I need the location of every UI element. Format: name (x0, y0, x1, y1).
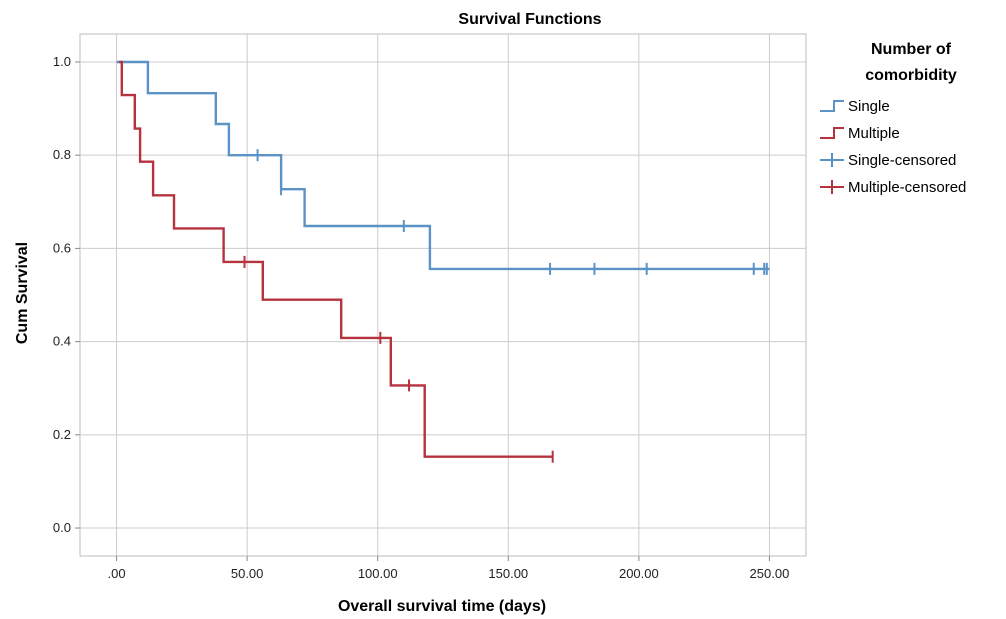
y-tick-label: 0.8 (53, 147, 71, 162)
legend-label-single-censored: Single-censored (848, 152, 956, 169)
y-axis-label: Cum Survival (14, 242, 31, 344)
x-tick-label: 150.00 (488, 566, 528, 581)
y-tick-label: 0.4 (53, 334, 71, 349)
legend-label-multiple-censored: Multiple-censored (848, 179, 966, 196)
legend-symbol-multiple (820, 127, 844, 139)
single-survival-line (116, 60, 770, 271)
multiple-survival-line (119, 60, 553, 458)
x-axis-label: Overall survival time (days) (338, 598, 546, 615)
x-tick-label: 100.00 (358, 566, 398, 581)
legend-label-single: Single (848, 98, 890, 115)
plot-area: .00 50.00 100.00 150.00 200.00 250.00 0.0 0.2 0.… (53, 33, 807, 581)
legend-title-line-1: Number of (871, 41, 952, 58)
y-tick-label: 0.6 (53, 240, 71, 255)
legend-label-multiple: Multiple (848, 125, 900, 142)
legend-title-line-2: comorbidity (865, 67, 957, 84)
x-tick-label: .00 (108, 566, 126, 581)
plot-frame (79, 33, 807, 557)
x-tick-label: 50.00 (231, 566, 264, 581)
y-tick-label: 0.2 (53, 427, 71, 442)
legend: Number of comorbidity Single Multiple Sing… (820, 41, 966, 196)
legend-symbol-single (820, 100, 844, 112)
y-tick-label: 1.0 (53, 54, 71, 69)
x-tick-label: 250.00 (750, 566, 790, 581)
x-tick-label: 200.00 (619, 566, 659, 581)
y-tick-label: 0.0 (53, 520, 71, 535)
chart-title: Survival Functions (458, 11, 601, 28)
